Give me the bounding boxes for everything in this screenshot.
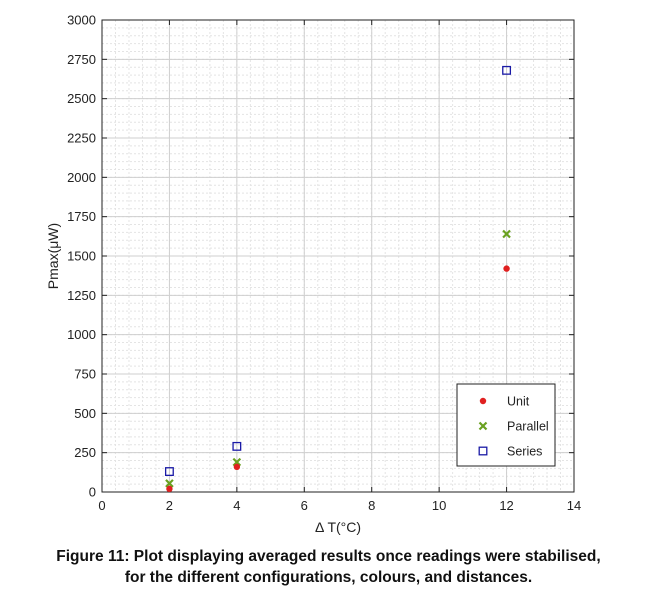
legend-marker-series bbox=[478, 446, 488, 456]
point-series bbox=[164, 467, 174, 476]
y-tick-label: 500 bbox=[74, 406, 96, 421]
x-marker-stroke bbox=[478, 421, 488, 431]
point-series bbox=[502, 65, 512, 75]
point-unit bbox=[503, 265, 510, 272]
y-tick-label: 2250 bbox=[67, 131, 96, 146]
point-series bbox=[232, 441, 242, 451]
y-tick-label: 250 bbox=[74, 445, 96, 460]
scatter-chart: 0 2 4 6 8 10 12 14 0 250 500 750 1000 1250 1500 1750 20… bbox=[45, 13, 581, 536]
point-parallel bbox=[502, 229, 511, 239]
legend-label-unit: Unit bbox=[507, 395, 530, 409]
figure-caption: Figure 11: Plot displaying averaged resu… bbox=[0, 546, 657, 588]
x-marker-stroke bbox=[232, 457, 242, 467]
x-tick-label: 8 bbox=[368, 498, 375, 513]
point-parallel bbox=[232, 457, 242, 467]
y-tick-label: 1500 bbox=[67, 249, 96, 264]
point-unit bbox=[233, 463, 241, 471]
point-unit bbox=[166, 485, 173, 493]
legend-label-parallel: Parallel bbox=[507, 420, 549, 434]
legend-marker-parallel bbox=[478, 421, 488, 431]
x-marker-stroke bbox=[502, 229, 511, 239]
x-marker-stroke bbox=[165, 479, 174, 488]
x-tick-label: 2 bbox=[166, 498, 173, 513]
caption-line-1: Figure 11: Plot displaying averaged resu… bbox=[56, 548, 601, 565]
y-tick-label: 2000 bbox=[67, 170, 96, 185]
x-tick-label: 0 bbox=[98, 498, 105, 513]
x-axis-label: Δ T(°C) bbox=[315, 519, 361, 535]
x-axis-ticks: 0 2 4 6 8 10 12 14 bbox=[98, 20, 581, 513]
legend-label-series: Series bbox=[507, 445, 542, 459]
y-tick-label: 1000 bbox=[67, 327, 96, 342]
y-axis-label: Pmax(μW) bbox=[45, 223, 61, 289]
legend-box bbox=[456, 383, 556, 467]
x-tick-label: 10 bbox=[432, 498, 446, 513]
x-tick-label: 12 bbox=[499, 498, 513, 513]
data-points bbox=[164, 65, 512, 493]
y-tick-label: 1250 bbox=[67, 288, 96, 303]
caption-line-2: for the different configurations, colour… bbox=[124, 569, 533, 586]
point-parallel bbox=[165, 479, 174, 488]
x-tick-label: 4 bbox=[233, 498, 240, 513]
legend: Unit Parallel Series bbox=[456, 383, 556, 467]
y-tick-label: 1750 bbox=[67, 209, 96, 224]
y-tick-label: 2500 bbox=[67, 91, 96, 106]
y-tick-label: 3000 bbox=[67, 13, 96, 28]
y-tick-label: 2750 bbox=[67, 52, 96, 67]
x-tick-label: 6 bbox=[301, 498, 308, 513]
legend-marker-unit bbox=[479, 397, 487, 405]
x-tick-label: 14 bbox=[567, 498, 581, 513]
y-tick-label: 0 bbox=[89, 485, 96, 500]
y-axis-ticks: 0 250 500 750 1000 1250 1500 1750 2000 2250 2500 27… bbox=[67, 13, 574, 500]
y-tick-label: 750 bbox=[74, 367, 96, 382]
